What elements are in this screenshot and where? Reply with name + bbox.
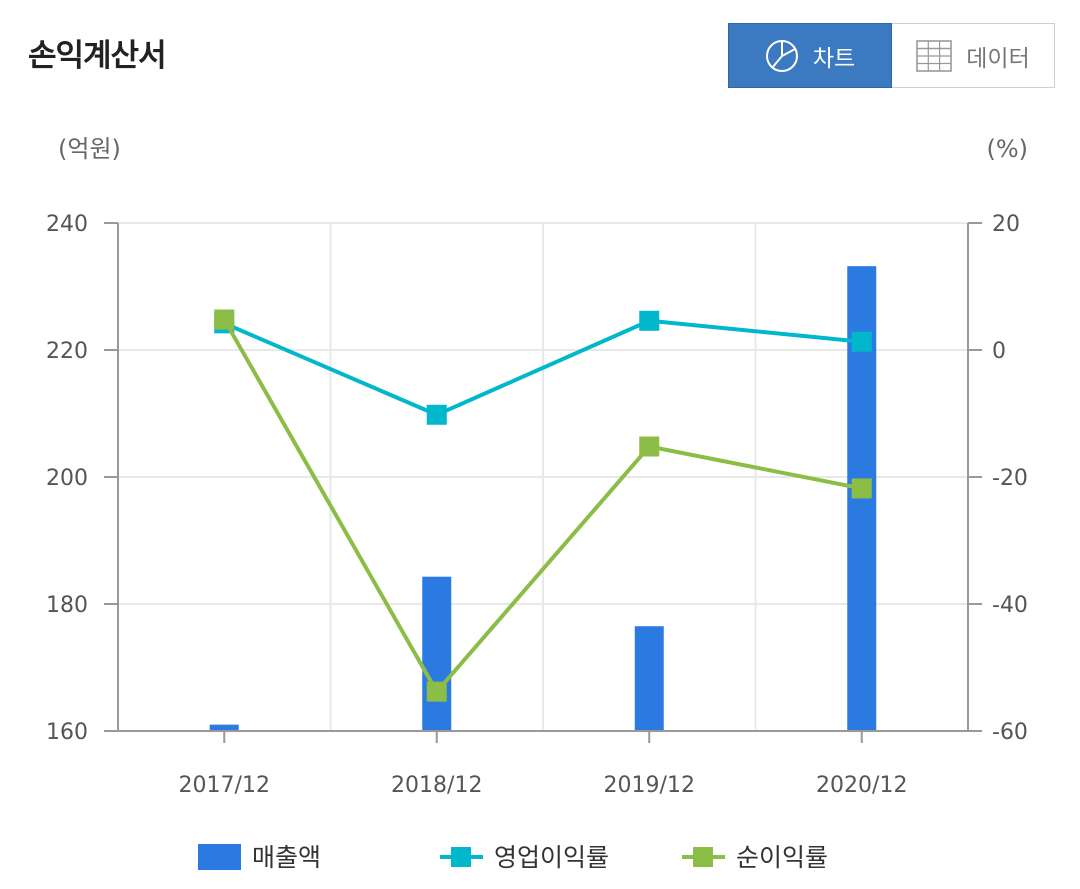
point-영업이익률 (639, 310, 660, 331)
left-axis-tick-label: 200 (46, 466, 88, 491)
legend-label-영업이익률: 영업이익률 (494, 843, 609, 872)
left-axis-tick-label: 220 (46, 339, 88, 364)
legend-layer: 매출액 영업이익률 순이익률 (198, 843, 828, 872)
right-axis-tick-label: -20 (992, 466, 1028, 491)
line-순이익률 (222, 318, 863, 694)
line-영업이익률 (223, 318, 862, 417)
data-view-label: 데이터 (966, 45, 1030, 72)
bar-매출액 (422, 576, 452, 731)
x-axis-tick-label: 2018/12 (391, 773, 482, 798)
data-view-button[interactable]: 데이터 (892, 23, 1055, 88)
left-axis-tick-label: 240 (46, 212, 88, 237)
right-axis-tick-label: 20 (992, 212, 1020, 237)
axis-layer (104, 222, 982, 743)
left-axis-tick-label: 160 (46, 720, 88, 745)
bar-매출액 (209, 724, 239, 731)
chart-view-button[interactable]: 차트 (728, 23, 892, 88)
left-axis-unit: (억원) (58, 135, 121, 163)
point-영업이익률 (426, 404, 447, 425)
legend-label-매출액: 매출액 (252, 843, 321, 872)
label-layer: 160 180 200 220 240 -60 -40 -20 0 20 2017/12 2018/1… (46, 135, 1028, 798)
right-axis-tick-label: 0 (992, 339, 1006, 364)
legend-swatch-매출액 (198, 844, 241, 870)
grid-layer (118, 222, 968, 732)
x-axis-tick-label: 2017/12 (179, 773, 270, 798)
view-toggle: 차트 데이터 (728, 23, 1055, 88)
right-axis-unit: (%) (986, 135, 1028, 163)
chart-view-label: 차트 (812, 45, 856, 72)
point-영업이익률 (851, 331, 872, 352)
table-grid-icon (916, 39, 953, 72)
bar-매출액 (634, 626, 664, 731)
left-axis-tick-label: 180 (46, 593, 88, 618)
point-순이익률 (426, 681, 447, 702)
right-axis-tick-label: -60 (992, 720, 1028, 745)
x-axis-tick-label: 2020/12 (816, 773, 907, 798)
pie-chart-icon (765, 39, 798, 72)
page-title: 손익계산서 (28, 38, 167, 74)
x-axis-tick-label: 2019/12 (604, 773, 695, 798)
right-axis-tick-label: -40 (992, 593, 1028, 618)
legend-label-순이익률: 순이익률 (736, 843, 828, 872)
point-순이익률 (639, 436, 660, 457)
point-순이익률 (851, 478, 872, 499)
line-layer (214, 309, 872, 702)
legend-marker-영업이익률 (451, 847, 471, 867)
legend-marker-순이익률 (693, 847, 713, 867)
point-순이익률 (214, 309, 235, 330)
